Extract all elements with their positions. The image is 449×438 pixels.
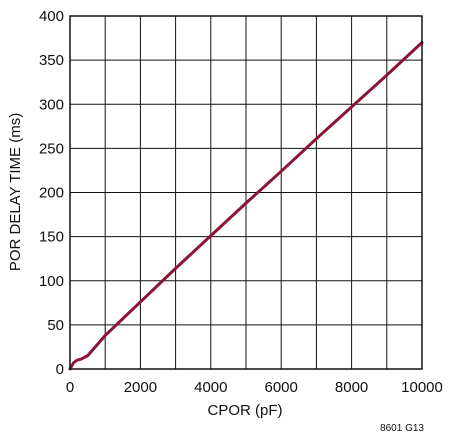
x-tick-label: 6000	[265, 379, 298, 396]
figure-code: 8601 G13	[380, 423, 424, 434]
y-tick-label: 50	[47, 317, 64, 334]
axis-layer: 0 2000 4000 6000 8000 10000 0 50 100 150 200 250 300…	[39, 8, 443, 396]
x-tick-label: 2000	[124, 379, 157, 396]
x-tick-label: 4000	[194, 379, 227, 396]
series-line	[68, 40, 424, 371]
grid-layer	[69, 15, 423, 370]
series-layer	[68, 40, 424, 371]
x-tick-label: 0	[66, 379, 74, 396]
x-tick-label: 10000	[401, 379, 443, 396]
y-tick-label: 0	[56, 361, 64, 378]
plot-frame	[69, 15, 423, 370]
y-tick-label: 250	[39, 140, 64, 157]
y-axis-title: POR DELAY TIME (ms)	[7, 113, 24, 271]
y-tick-label: 350	[39, 52, 64, 69]
y-tick-label: 300	[39, 96, 64, 113]
y-tick-label: 100	[39, 273, 64, 290]
y-tick-label: 400	[39, 8, 64, 25]
y-tick-label: 200	[39, 185, 64, 202]
x-axis-title: CPOR (pF)	[208, 402, 283, 419]
y-tick-label: 150	[39, 229, 64, 246]
x-tick-label: 8000	[335, 379, 368, 396]
